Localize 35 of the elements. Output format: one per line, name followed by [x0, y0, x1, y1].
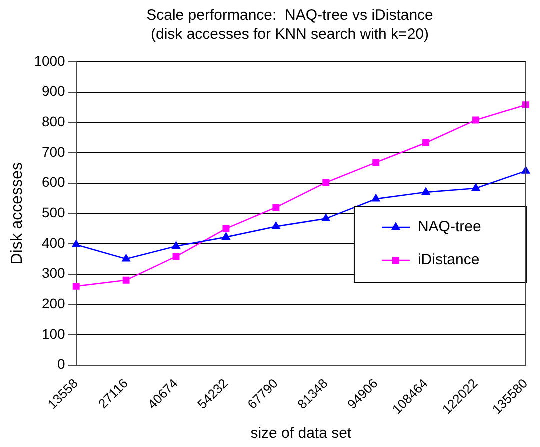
legend-label: iDistance — [418, 252, 480, 269]
y-tick-label: 800 — [42, 114, 66, 130]
y-tick-label: 300 — [42, 265, 66, 282]
x-axis-title: size of data set — [250, 425, 352, 442]
legend-label: NAQ-tree — [418, 218, 482, 236]
point — [322, 214, 330, 222]
y-tick-label: 900 — [42, 83, 66, 100]
y-tick-label: 700 — [42, 144, 66, 160]
point — [122, 276, 130, 284]
y-tick-label: 1000 — [34, 52, 66, 69]
chart-title: Scale performance: NAQ-tree vs iDistance (disk accesses for KNN search with k=20) — [146, 6, 434, 44]
y-tick-label: 400 — [42, 234, 66, 251]
y-tick-label: 600 — [42, 174, 66, 190]
point — [472, 184, 480, 192]
point — [322, 179, 330, 186]
point — [372, 194, 380, 202]
y-tick-label: 200 — [42, 295, 66, 312]
point — [472, 116, 480, 124]
y-axis-title: Disk accesses — [9, 162, 26, 265]
point — [372, 159, 380, 166]
point — [222, 225, 230, 232]
point — [272, 204, 280, 212]
point — [172, 253, 180, 260]
point — [72, 282, 80, 290]
point — [172, 242, 180, 250]
point — [272, 222, 280, 230]
point — [122, 254, 130, 262]
y-tick-label: 0 — [58, 356, 66, 372]
point — [422, 188, 430, 196]
point — [422, 140, 430, 146]
point — [72, 240, 80, 248]
y-tick-label: 100 — [42, 326, 66, 342]
point — [522, 102, 530, 109]
point — [222, 232, 230, 240]
y-tick-label: 500 — [42, 204, 66, 221]
